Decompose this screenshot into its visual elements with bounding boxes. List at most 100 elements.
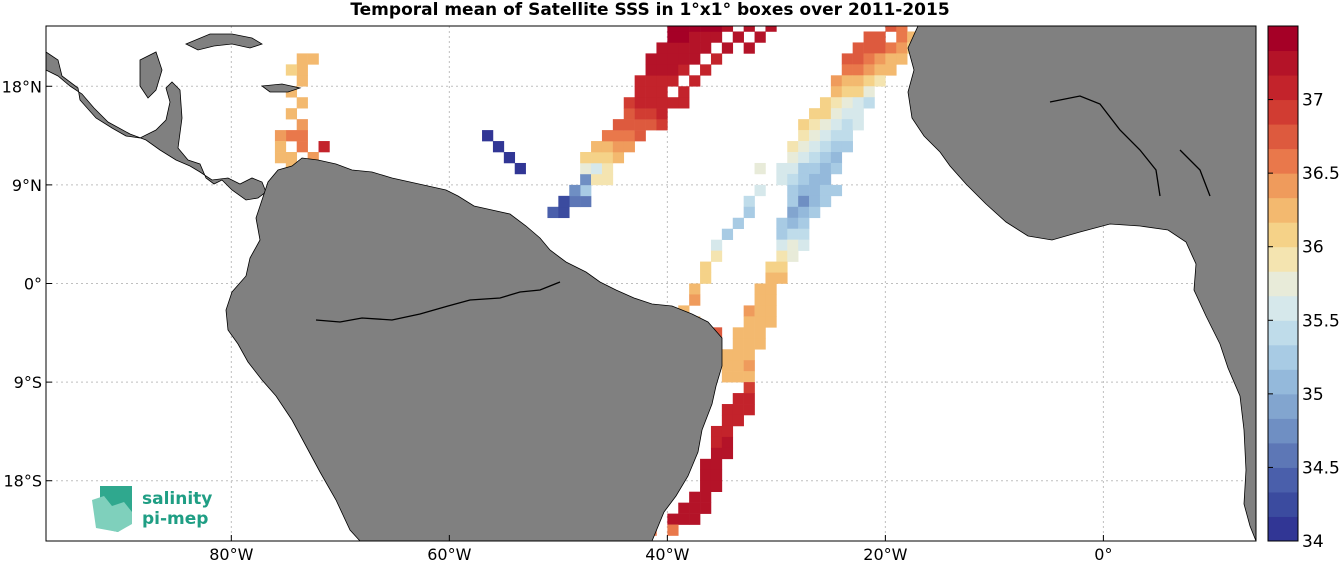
colorbar-swatch: [1268, 491, 1298, 517]
lon-tick-label: 40°W: [645, 545, 689, 564]
colorbar-swatch: [1268, 26, 1298, 52]
longitude-ticks: 80°W 60°W 40°W 20°W 0°: [209, 535, 1112, 564]
sss-cell: [743, 393, 755, 405]
sss-cell: [710, 250, 723, 262]
sss-cell: [743, 360, 755, 372]
sss-cell: [667, 513, 679, 525]
sss-cell: [787, 141, 799, 153]
sss-cell: [743, 404, 755, 416]
sss-cell: [841, 130, 853, 142]
sss-cell: [776, 162, 788, 175]
sss-cell: [776, 272, 788, 284]
sss-cell: [732, 371, 744, 383]
sss-cell: [296, 64, 308, 76]
river-congo: [1179, 149, 1211, 197]
sss-cell: [689, 75, 701, 87]
sss-cell: [656, 64, 668, 76]
sss-cell: [863, 75, 875, 87]
sss-cell: [558, 195, 570, 208]
sss-cell: [601, 130, 614, 142]
latitude-ticks: 18°N 9°N 0° 9°S 18°S: [2, 77, 52, 491]
sss-cells: [274, 26, 919, 536]
sss-cell: [830, 119, 843, 131]
sss-cell: [863, 64, 875, 76]
sss-cell: [678, 513, 690, 525]
sss-cell: [743, 382, 755, 394]
sss-cell: [863, 53, 875, 65]
sss-cell: [765, 305, 777, 317]
sss-cell: [721, 42, 734, 54]
sss-cell: [841, 64, 853, 76]
sss-cell: [787, 239, 799, 251]
logo-line2: pi-mep: [142, 509, 208, 529]
sss-cell: [482, 130, 494, 142]
sss-cell: [656, 119, 668, 131]
sss-cell: [689, 294, 701, 306]
sss-cell: [809, 184, 821, 197]
sss-cell: [809, 173, 821, 186]
sss-cell: [732, 327, 744, 339]
sss-cell: [700, 272, 712, 284]
sss-cell: [819, 152, 832, 164]
sss-cell: [296, 130, 308, 142]
sss-cell: [754, 283, 766, 295]
sss-cell: [296, 75, 308, 87]
sss-cell: [710, 53, 723, 65]
sss-cell: [798, 195, 810, 208]
colorbar-swatch: [1268, 467, 1298, 493]
colorbar-swatch: [1268, 99, 1298, 125]
sss-cell: [798, 184, 810, 197]
sss-cell: [754, 294, 766, 306]
sss-cell: [841, 141, 853, 153]
lon-tick-label: 0°: [1094, 545, 1112, 564]
colorbar-tick-label: 35.5: [1302, 311, 1340, 331]
sss-cell: [274, 152, 287, 164]
sss-cell: [732, 414, 744, 427]
sss-cell: [721, 360, 734, 372]
sss-cell: [787, 217, 799, 230]
sss-cell: [700, 491, 712, 503]
sss-cell: [689, 53, 701, 65]
colorbar-swatch: [1268, 295, 1298, 321]
colorbar-swatch: [1268, 173, 1298, 199]
sss-cell: [754, 327, 766, 339]
sss-cell: [798, 228, 810, 240]
sss-cell: [841, 86, 853, 98]
sss-cell: [874, 64, 886, 76]
sss-cell: [667, 31, 679, 43]
lon-tick-label: 20°W: [863, 545, 907, 564]
sss-cell: [689, 31, 701, 43]
sss-cell: [591, 173, 603, 186]
sss-cell: [634, 97, 646, 109]
sss-cell: [667, 75, 679, 87]
sss-cell: [819, 184, 832, 197]
sss-cell: [765, 272, 777, 284]
sss-cell: [743, 349, 755, 361]
sss-cell: [852, 64, 864, 76]
sss-cell: [623, 141, 635, 153]
sss-cell: [612, 119, 625, 131]
sss-cell: [623, 108, 635, 120]
sss-cell: [721, 436, 734, 449]
sss-cell: [798, 239, 810, 251]
lat-tick-label: 9°S: [14, 373, 42, 392]
sss-cell: [700, 480, 712, 492]
sss-cell: [285, 108, 298, 120]
sss-cell: [830, 130, 843, 142]
map-area: [46, 26, 1256, 541]
sss-cell: [710, 469, 723, 482]
sss-cell: [274, 130, 287, 142]
sss-cell: [776, 228, 788, 240]
sss-cell: [285, 152, 298, 164]
sss-cell: [852, 86, 864, 98]
sss-cell: [700, 502, 712, 514]
sss-cell: [863, 97, 875, 109]
sss-cell: [787, 250, 799, 262]
colorbar-tick-label: 35: [1302, 385, 1324, 405]
sss-cell: [765, 294, 777, 306]
sss-cell: [307, 53, 319, 65]
sss-cell: [656, 86, 668, 98]
sss-cell: [798, 130, 810, 142]
sss-cell: [678, 64, 690, 76]
sss-cell: [721, 371, 734, 383]
